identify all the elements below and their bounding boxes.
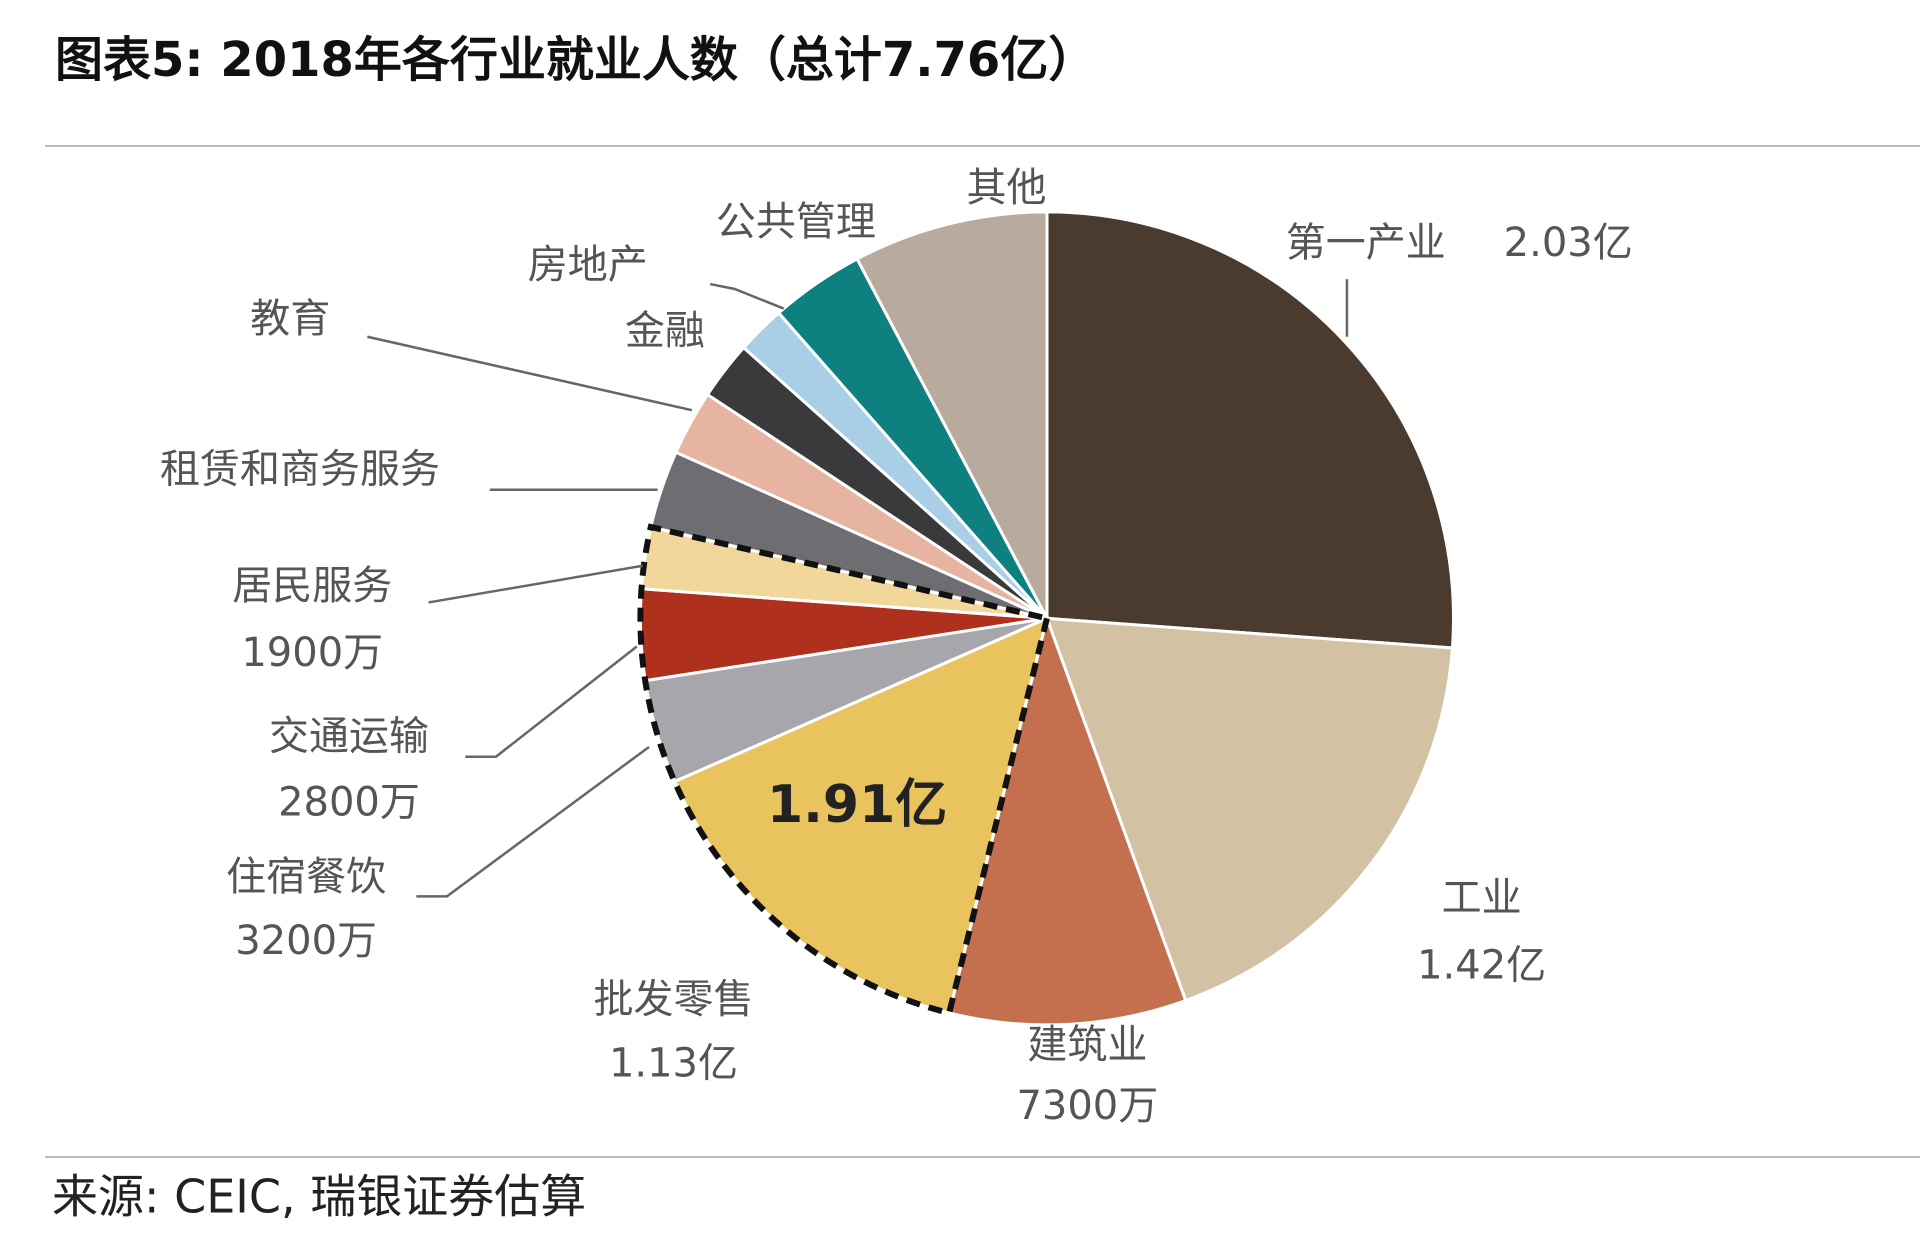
value-label: 7300万 (1016, 1083, 1158, 1129)
leader-line (709, 282, 785, 310)
source: 来源: CEIC, 瑞银证券估算 (52, 1170, 586, 1224)
leader-line (428, 564, 644, 604)
value-label: 1.13亿 (609, 1040, 738, 1086)
category-label: 租赁和商务服务 (160, 446, 440, 492)
leader-line (465, 645, 638, 758)
group-outline (637, 523, 1051, 1017)
category-label: 第一产业 (1286, 220, 1446, 266)
leader-line (416, 745, 650, 898)
category-label: 工业 (1442, 875, 1522, 921)
category-label: 房地产 (528, 242, 648, 288)
category-label: 交通运输 (269, 713, 429, 759)
pie-slice (855, 210, 1049, 620)
pie-slice (1045, 210, 1455, 650)
annotation: 1.91亿 (767, 775, 947, 835)
leader-line (367, 335, 693, 412)
category-label: 居民服务 (232, 563, 392, 609)
category-label: 金融 (625, 308, 705, 354)
category-label: 建筑业 (1027, 1022, 1147, 1068)
category-label: 其他 (967, 165, 1047, 211)
category-label: 公共管理 (716, 199, 876, 245)
category-label: 批发零售 (593, 977, 753, 1023)
value-label: 1.42亿 (1417, 942, 1546, 988)
value-label: 2.03亿 (1504, 220, 1633, 266)
pie-slice (947, 613, 1188, 1027)
value-label: 2800万 (278, 779, 420, 825)
category-label: 教育 (250, 296, 330, 342)
value-label: 1900万 (241, 630, 383, 676)
value-label: 3200万 (235, 918, 377, 964)
chart-title: 图表5: 2018年各行业就业人数（总计7.76亿） (55, 32, 1096, 88)
category-label: 住宿餐饮 (226, 854, 386, 900)
pie-slice (1044, 616, 1455, 1003)
